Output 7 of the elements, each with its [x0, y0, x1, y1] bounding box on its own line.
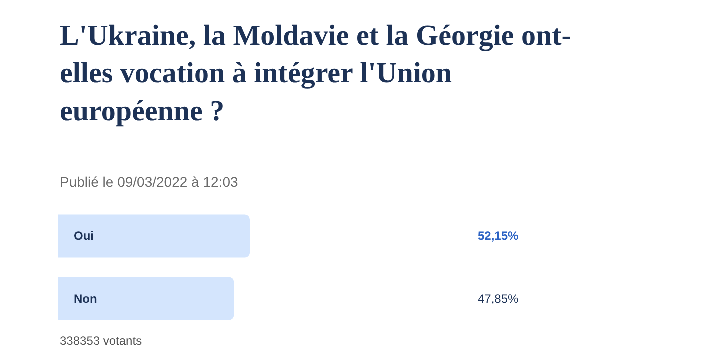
text: L'Ukraine, la Moldavie et la Géorgie ont-elles vocation à intégrer l'Union européenne ?: [60, 20, 572, 128]
chart-subtitle: Publié le 09/03/2022 à 12:03: [60, 174, 238, 190]
text: 338353 votants: [60, 334, 142, 348]
data-label: 52,15%: [478, 229, 520, 243]
data-label: 47,85%: [478, 292, 520, 306]
y-tick-label: Non: [74, 292, 98, 306]
y-tick-label: Oui: [74, 229, 94, 243]
